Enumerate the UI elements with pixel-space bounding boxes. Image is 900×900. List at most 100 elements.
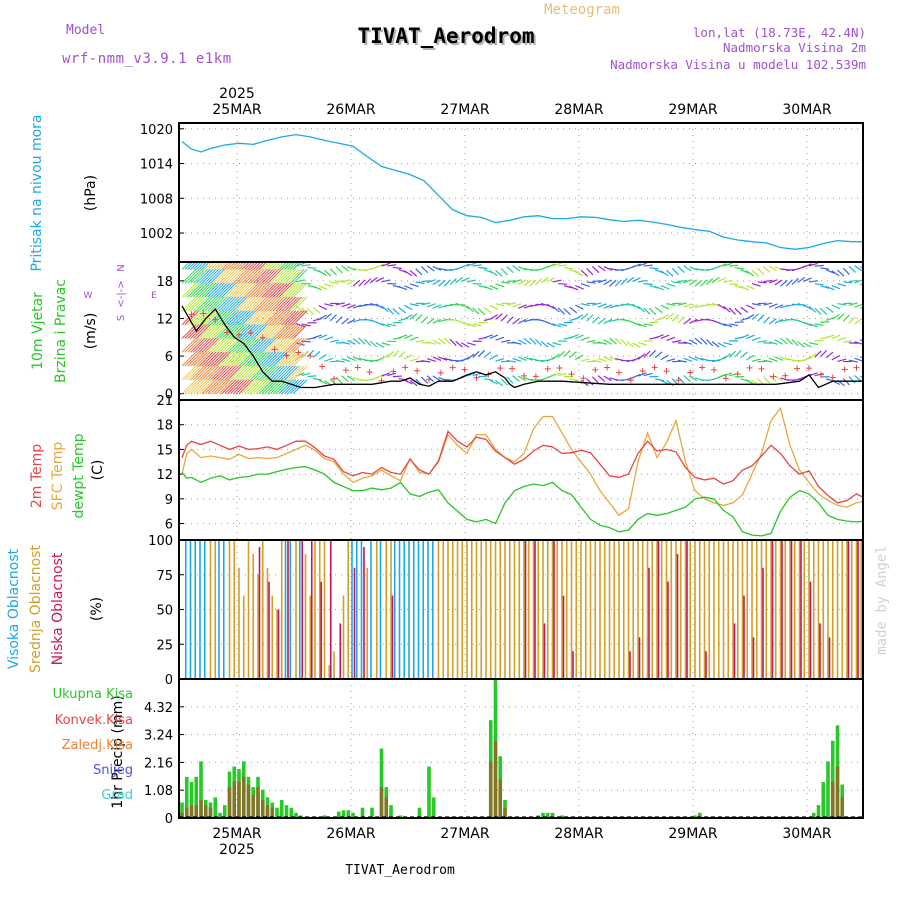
wind-barb-fan (212, 282, 228, 298)
wind-barb (318, 334, 328, 339)
wind-barb-fan (224, 263, 232, 270)
wind-barb-fan (247, 263, 255, 270)
wind-barb-fan (258, 365, 274, 381)
wind-barb-fan (272, 268, 288, 284)
wind-barb-fan (187, 296, 203, 312)
wind-barb-fan (204, 282, 220, 298)
wind-barb (672, 339, 682, 343)
wind-barb (808, 280, 818, 283)
wind-barb (626, 340, 634, 348)
wind-barb-fan (287, 351, 302, 367)
wind-barb-fan (289, 365, 305, 381)
precip-convective-bar (237, 781, 241, 817)
wind-barb (363, 278, 372, 286)
wind-barb (352, 337, 361, 345)
precip-convective-bar (830, 781, 835, 817)
wind-barb-fan (238, 324, 254, 339)
wind-barb-fan (269, 310, 285, 326)
sfc-temp-line (181, 406, 862, 517)
day-label-top: 30MAR (782, 102, 831, 118)
wind-barb (466, 279, 476, 283)
wind-barb (763, 302, 773, 306)
wind-barb-fan (181, 379, 197, 395)
wind-barb (329, 268, 337, 276)
wind-barb-fan (292, 351, 308, 367)
wind-barb (609, 337, 617, 345)
wind-barb-fan (267, 379, 282, 395)
precip-total-bar (697, 812, 702, 817)
precip-total-bar (560, 815, 564, 817)
wind-barb (466, 353, 475, 361)
wind-barb (398, 351, 406, 358)
wind-barb (318, 379, 328, 385)
wind-barb (575, 304, 584, 310)
wind-barb (751, 313, 760, 320)
precip-total-bar (431, 797, 436, 817)
gust-marker (556, 364, 563, 371)
gust-marker (722, 375, 729, 382)
wind-barb (404, 334, 413, 339)
wind-barb (529, 279, 537, 287)
mid-cloud-title: Srednja Oblacnost (28, 545, 44, 673)
wind-barb-fan (210, 310, 225, 326)
precip-convective-bar (251, 794, 256, 817)
precip-legend-item: Grad (101, 788, 133, 803)
wind-barb (637, 323, 647, 328)
wind-barb-fan (287, 337, 302, 353)
bottom-year-label: 2025 (219, 842, 255, 858)
wind-barb (432, 339, 442, 345)
wind-barb (387, 323, 397, 327)
wind-barb (330, 281, 340, 285)
wind-barb (614, 337, 622, 345)
gust-marker (473, 374, 480, 381)
wind-barb-fan (255, 268, 271, 284)
wind-barb-fan (258, 337, 274, 353)
wind-barb (352, 356, 362, 361)
wind-barb (358, 279, 366, 287)
wind-barb (848, 279, 858, 283)
wind-barb-fan (235, 263, 244, 270)
wind-barb (415, 339, 425, 343)
panel-precip: 0 1.08 2.16 3.24 4.32 (144, 678, 864, 827)
gust-marker (521, 372, 527, 379)
wind-barb-fan (190, 268, 205, 284)
wind-barb (745, 270, 755, 277)
wind-barb (797, 341, 806, 348)
wind-barb (603, 304, 613, 309)
precip-total-bar (545, 812, 550, 817)
wind-barb-fan (284, 296, 299, 312)
cloud-bars (184, 541, 862, 678)
wind-barb (814, 264, 824, 267)
wind-barb (369, 276, 378, 284)
wind-barb-fan (275, 337, 291, 353)
wind-barb-fan (195, 324, 211, 339)
wind-barb-fan (230, 263, 238, 270)
gust-marker (841, 366, 848, 373)
wind-barb-fan (201, 268, 217, 284)
wind-barb-fan (215, 324, 231, 339)
day-label-bottom: 27MAR (440, 826, 489, 842)
wind-barb (535, 303, 545, 306)
wind-barb-fan (252, 310, 268, 326)
wind-barb (831, 354, 840, 361)
footer-station: TIVAT_Aerodrom (345, 863, 455, 878)
wind-barb (808, 323, 818, 328)
precip-legend-item: Ukupna Kisa (53, 687, 133, 702)
gust-marker (758, 365, 765, 372)
tick-label-precip: 1.08 (144, 784, 173, 799)
wind-barb-fan (241, 268, 257, 284)
wind-barb (329, 314, 337, 322)
wind-barb-fan (284, 324, 299, 339)
wind-barb (569, 334, 579, 339)
wind-barb (689, 266, 698, 271)
wind-barb-fan (292, 324, 308, 339)
wind-barb (723, 263, 733, 267)
wind-barb-fan (215, 263, 224, 270)
gust-marker (271, 346, 278, 353)
wind-barb-fan (195, 310, 211, 326)
precip-total-bar (213, 797, 218, 817)
wind-barb (523, 356, 533, 361)
wind-barb (620, 278, 628, 286)
wind-barb-fan (284, 310, 299, 326)
wind-barb (672, 281, 682, 284)
